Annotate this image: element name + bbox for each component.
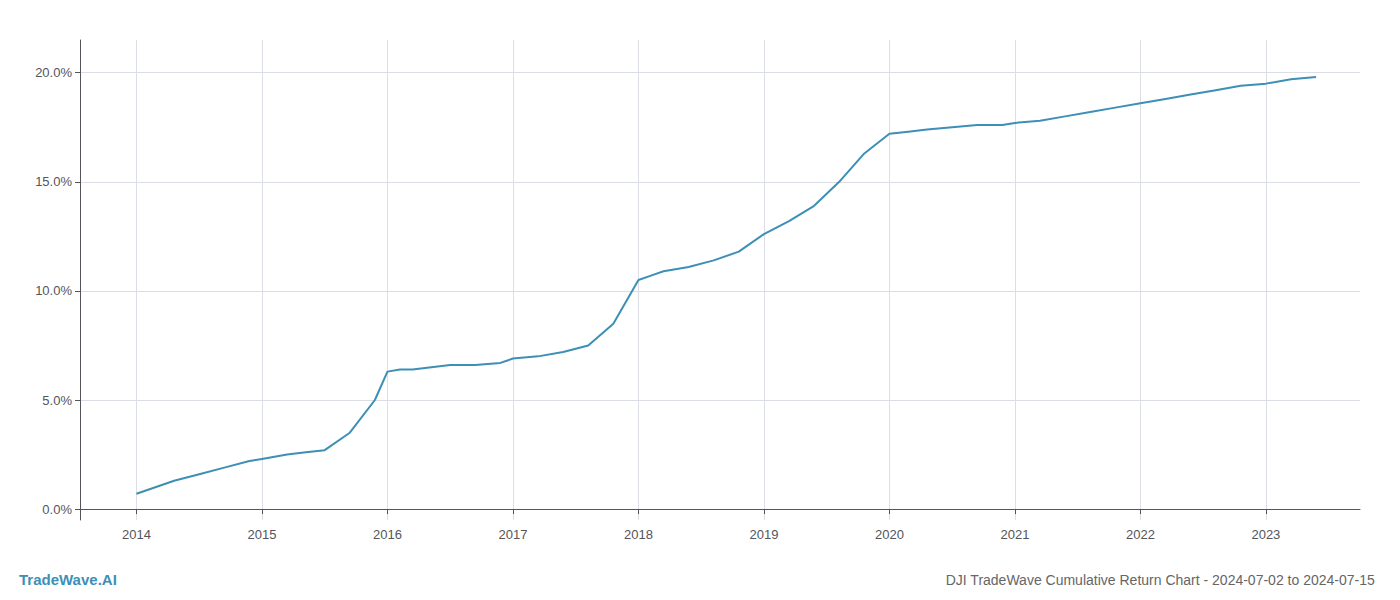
svg-text:2018: 2018 xyxy=(624,527,653,542)
svg-text:2017: 2017 xyxy=(498,527,527,542)
svg-text:20.0%: 20.0% xyxy=(35,65,72,80)
svg-text:5.0%: 5.0% xyxy=(42,393,72,408)
svg-text:0.0%: 0.0% xyxy=(42,502,72,517)
svg-text:15.0%: 15.0% xyxy=(35,174,72,189)
svg-text:2014: 2014 xyxy=(122,527,151,542)
svg-text:2019: 2019 xyxy=(749,527,778,542)
svg-text:TradeWave.AI: TradeWave.AI xyxy=(19,571,117,588)
svg-text:2016: 2016 xyxy=(373,527,402,542)
svg-text:2015: 2015 xyxy=(247,527,276,542)
svg-text:2023: 2023 xyxy=(1251,527,1280,542)
svg-text:2021: 2021 xyxy=(1000,527,1029,542)
svg-text:2022: 2022 xyxy=(1126,527,1155,542)
svg-text:DJI TradeWave Cumulative Retur: DJI TradeWave Cumulative Return Chart - … xyxy=(946,572,1375,588)
svg-text:10.0%: 10.0% xyxy=(35,283,72,298)
svg-text:2020: 2020 xyxy=(875,527,904,542)
